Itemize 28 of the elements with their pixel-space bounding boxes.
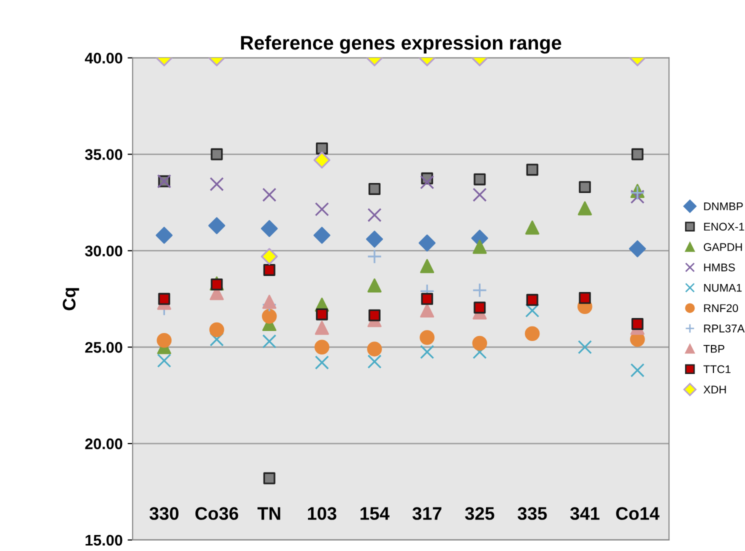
x-tick-label: Co36	[195, 507, 238, 520]
y-tick-label: 15.00	[86, 534, 122, 546]
y-tick-label: 20.00	[85, 438, 122, 450]
x-tick-label: 335	[518, 507, 547, 520]
y-tick-label: 25.00	[85, 342, 122, 353]
x-tick-label: 154	[360, 507, 390, 520]
legend-label: XDH	[704, 386, 726, 394]
y-tick-label: 30.00	[85, 246, 122, 256]
y-tick-label: 40.00	[84, 52, 122, 64]
legend-label: RNF20	[704, 304, 738, 312]
legend-label: HMBS	[704, 263, 735, 272]
legend-label: TBP	[704, 345, 724, 353]
y-tick-label: 35.00	[85, 149, 122, 160]
x-tick-label: 317	[412, 507, 442, 520]
legend-label: NUMA1	[704, 284, 742, 292]
x-tick-label: 325	[465, 507, 494, 520]
legend-label: GAPDH	[704, 243, 742, 252]
chart-title: Reference genes expression range	[241, 35, 562, 54]
legend-label: RPL37A	[704, 324, 745, 332]
x-tick-label: TN	[258, 507, 280, 520]
legend-label: TTC1	[704, 365, 730, 374]
x-tick-label: 330	[150, 507, 178, 520]
legend-label: ENOX-1	[704, 222, 744, 231]
x-tick-label: Co14	[616, 507, 660, 520]
x-tick-label: 103	[308, 507, 336, 520]
legend-label: DNMBP	[704, 202, 743, 210]
x-tick-label: 341	[570, 507, 600, 520]
y-axis-title: Cq	[62, 288, 80, 310]
